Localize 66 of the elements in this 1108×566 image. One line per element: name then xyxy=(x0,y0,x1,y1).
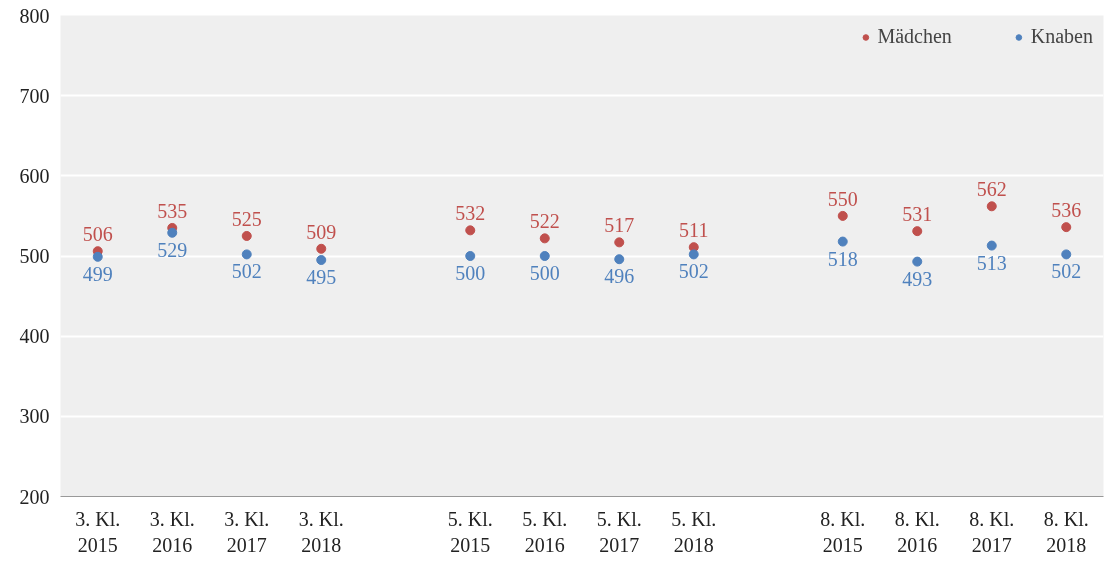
point xyxy=(167,227,178,238)
legend-label: Mädchen xyxy=(877,25,952,48)
point xyxy=(614,254,625,265)
point xyxy=(241,249,252,260)
data-label: 499 xyxy=(82,262,113,285)
data-label: 502 xyxy=(1051,260,1082,283)
point xyxy=(1061,222,1072,233)
x-tick-label: 3. Kl. 2017 xyxy=(224,507,270,556)
point xyxy=(986,240,997,251)
data-label: 525 xyxy=(231,207,262,230)
data-label: 506 xyxy=(82,223,113,246)
data-label: 550 xyxy=(827,187,858,210)
data-label: 529 xyxy=(157,238,188,261)
y-tick-label: 500 xyxy=(19,245,50,267)
data-label: 502 xyxy=(678,260,709,283)
legend-label: Knaben xyxy=(1030,25,1093,48)
x-tick-label: 8. Kl. 2016 xyxy=(894,507,940,556)
x-tick-label: 5. Kl. 2018 xyxy=(671,507,717,556)
y-tick-label: 300 xyxy=(19,405,50,428)
x-tick-label: 5. Kl. 2016 xyxy=(522,507,568,556)
point xyxy=(912,226,923,237)
data-label: 517 xyxy=(604,214,635,237)
y-tick-label: 400 xyxy=(19,325,50,348)
data-label: 509 xyxy=(306,220,337,243)
point xyxy=(465,225,476,236)
data-label: 532 xyxy=(455,202,486,225)
point xyxy=(837,236,848,247)
data-label: 522 xyxy=(529,210,560,233)
data-label: 513 xyxy=(976,251,1007,274)
point xyxy=(614,237,625,248)
data-label: 493 xyxy=(902,267,933,290)
data-label: 511 xyxy=(679,219,709,242)
y-tick-label: 800 xyxy=(19,4,50,27)
data-label: 500 xyxy=(455,262,486,284)
point xyxy=(316,243,327,254)
y-tick-label: 200 xyxy=(19,485,50,508)
x-tick-label: 5. Kl. 2017 xyxy=(596,507,642,556)
point xyxy=(465,251,476,261)
x-tick-label: 8. Kl. 2018 xyxy=(1043,507,1089,556)
point xyxy=(986,201,997,212)
point xyxy=(316,255,327,265)
point xyxy=(837,210,848,221)
point xyxy=(241,230,252,241)
data-label: 495 xyxy=(306,266,337,289)
point xyxy=(92,251,103,262)
data-label: 502 xyxy=(231,260,262,283)
x-tick-label: 3. Kl. 2015 xyxy=(75,507,121,556)
x-tick-label: 5. Kl. 2015 xyxy=(447,507,493,556)
x-tick-label: 8. Kl. 2017 xyxy=(969,507,1015,556)
point xyxy=(539,233,550,244)
x-tick-label: 3. Kl. 2016 xyxy=(149,507,195,556)
data-label: 500 xyxy=(529,262,560,284)
data-label: 518 xyxy=(827,247,858,270)
point xyxy=(912,256,923,267)
point xyxy=(1061,249,1072,260)
x-tick-label: 8. Kl. 2015 xyxy=(820,507,866,556)
y-tick-label: 700 xyxy=(19,84,50,107)
data-label: 536 xyxy=(1051,199,1082,222)
x-tick-label: 3. Kl. 2018 xyxy=(298,507,344,556)
data-label: 535 xyxy=(157,199,188,222)
point xyxy=(539,251,550,261)
point xyxy=(688,249,699,260)
data-label: 496 xyxy=(604,265,635,288)
data-label: 562 xyxy=(976,178,1007,201)
data-label: 531 xyxy=(902,203,933,226)
y-tick-label: 600 xyxy=(19,164,50,187)
